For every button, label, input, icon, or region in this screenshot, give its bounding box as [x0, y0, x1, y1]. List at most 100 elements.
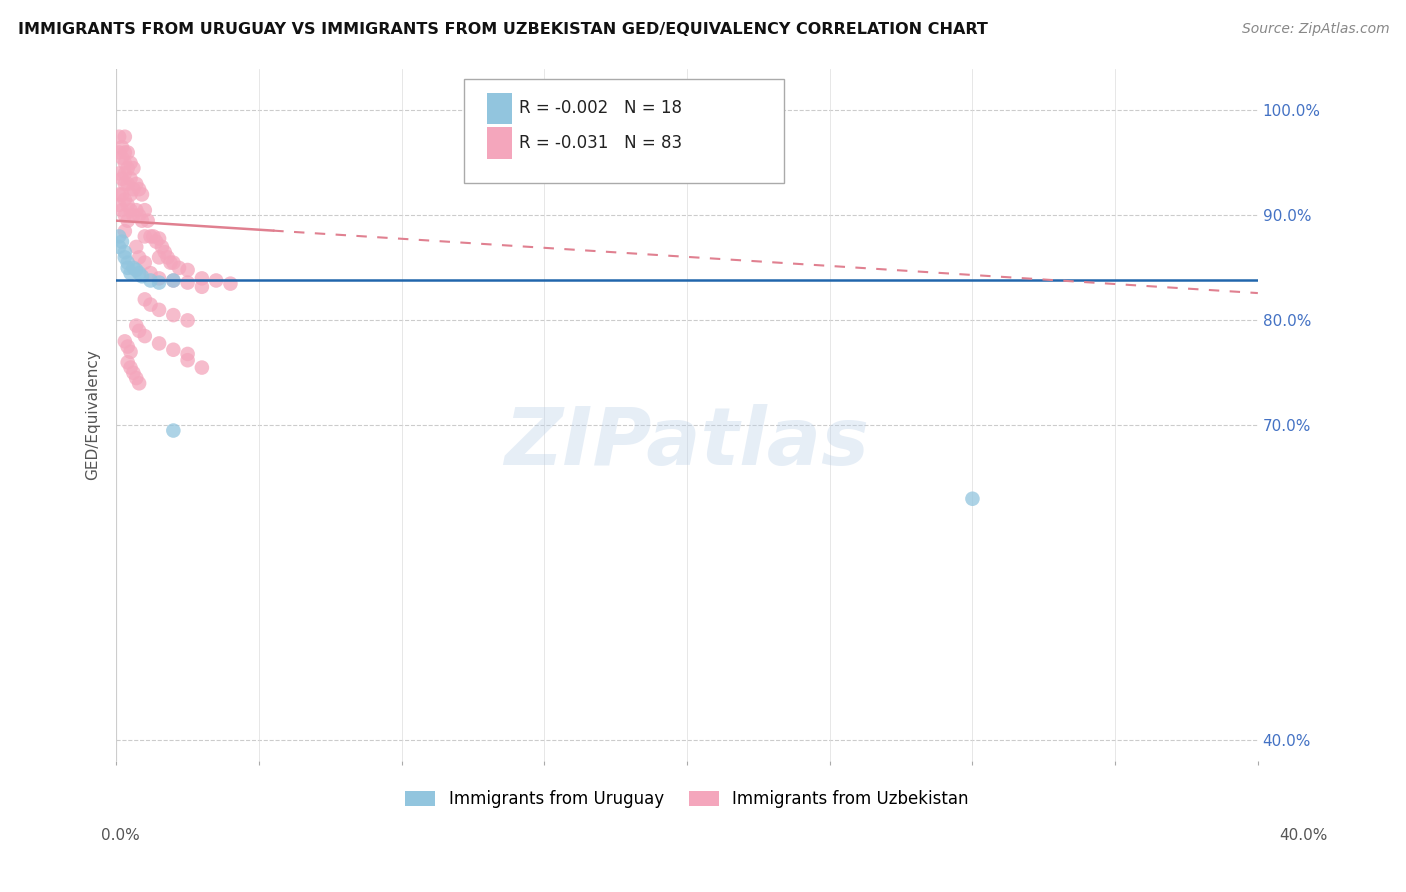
Point	[117, 145, 139, 160]
Point	[122, 182, 145, 196]
Bar	[488, 128, 512, 159]
Point	[131, 269, 153, 284]
Point	[128, 182, 150, 196]
Point	[148, 336, 170, 351]
Point	[145, 235, 167, 249]
Point	[134, 329, 156, 343]
Point	[114, 224, 136, 238]
Point	[125, 318, 148, 333]
Point	[122, 260, 145, 275]
Point	[128, 266, 150, 280]
Point	[148, 231, 170, 245]
Point	[128, 209, 150, 223]
Point	[219, 277, 242, 291]
Point	[120, 344, 142, 359]
Point	[139, 266, 162, 280]
Point	[176, 353, 198, 368]
Point	[139, 273, 162, 287]
Point	[162, 308, 184, 322]
Point	[114, 129, 136, 144]
Point	[122, 209, 145, 223]
Point	[139, 229, 162, 244]
Point	[108, 198, 131, 212]
Point	[134, 255, 156, 269]
Point	[176, 313, 198, 327]
Point	[111, 151, 134, 165]
Point	[122, 366, 145, 380]
Point	[148, 302, 170, 317]
Point	[128, 324, 150, 338]
Point	[108, 187, 131, 202]
Point	[117, 340, 139, 354]
Point	[108, 129, 131, 144]
Point	[117, 255, 139, 269]
FancyBboxPatch shape	[464, 78, 785, 183]
Point	[176, 276, 198, 290]
Point	[128, 376, 150, 391]
Point	[117, 213, 139, 227]
Point	[156, 251, 179, 265]
Point	[120, 171, 142, 186]
Point	[162, 273, 184, 287]
Point	[162, 424, 184, 438]
Point	[136, 213, 159, 227]
Point	[114, 177, 136, 191]
Point	[117, 198, 139, 212]
Point	[120, 266, 142, 280]
Point	[117, 260, 139, 275]
Point	[576, 103, 599, 118]
Point	[108, 240, 131, 254]
Point	[120, 360, 142, 375]
Point	[134, 293, 156, 307]
Point	[120, 187, 142, 202]
Point	[131, 187, 153, 202]
Point	[153, 245, 176, 260]
Point	[167, 260, 190, 275]
Point	[125, 371, 148, 385]
Text: 0.0%: 0.0%	[101, 828, 141, 843]
Bar	[488, 93, 512, 124]
Point	[962, 491, 984, 506]
Point	[117, 355, 139, 369]
Point	[134, 229, 156, 244]
Point	[191, 271, 214, 285]
Legend: Immigrants from Uruguay, Immigrants from Uzbekistan: Immigrants from Uruguay, Immigrants from…	[399, 784, 976, 815]
Point	[117, 177, 139, 191]
Point	[111, 203, 134, 218]
Point	[125, 203, 148, 218]
Point	[114, 166, 136, 180]
Point	[114, 209, 136, 223]
Point	[159, 255, 181, 269]
Point	[176, 263, 198, 277]
Point	[125, 263, 148, 277]
Point	[111, 235, 134, 249]
Point	[142, 229, 165, 244]
Point	[111, 187, 134, 202]
Point	[114, 193, 136, 207]
Text: R = -0.002   N = 18: R = -0.002 N = 18	[519, 99, 682, 117]
Text: ZIPatlas: ZIPatlas	[505, 403, 869, 482]
Point	[114, 145, 136, 160]
Point	[148, 251, 170, 265]
Point	[131, 213, 153, 227]
Point	[111, 140, 134, 154]
Point	[139, 298, 162, 312]
Text: Source: ZipAtlas.com: Source: ZipAtlas.com	[1241, 22, 1389, 37]
Point	[108, 229, 131, 244]
Point	[114, 156, 136, 170]
Point	[162, 273, 184, 287]
Point	[122, 161, 145, 176]
Point	[125, 177, 148, 191]
Point	[125, 240, 148, 254]
Point	[108, 166, 131, 180]
Point	[114, 334, 136, 349]
Text: IMMIGRANTS FROM URUGUAY VS IMMIGRANTS FROM UZBEKISTAN GED/EQUIVALENCY CORRELATIO: IMMIGRANTS FROM URUGUAY VS IMMIGRANTS FR…	[18, 22, 988, 37]
Point	[134, 203, 156, 218]
Point	[191, 360, 214, 375]
Point	[114, 245, 136, 260]
Point	[108, 145, 131, 160]
Text: 40.0%: 40.0%	[1279, 828, 1327, 843]
Point	[114, 251, 136, 265]
Point	[148, 271, 170, 285]
Y-axis label: GED/Equivalency: GED/Equivalency	[86, 350, 100, 480]
